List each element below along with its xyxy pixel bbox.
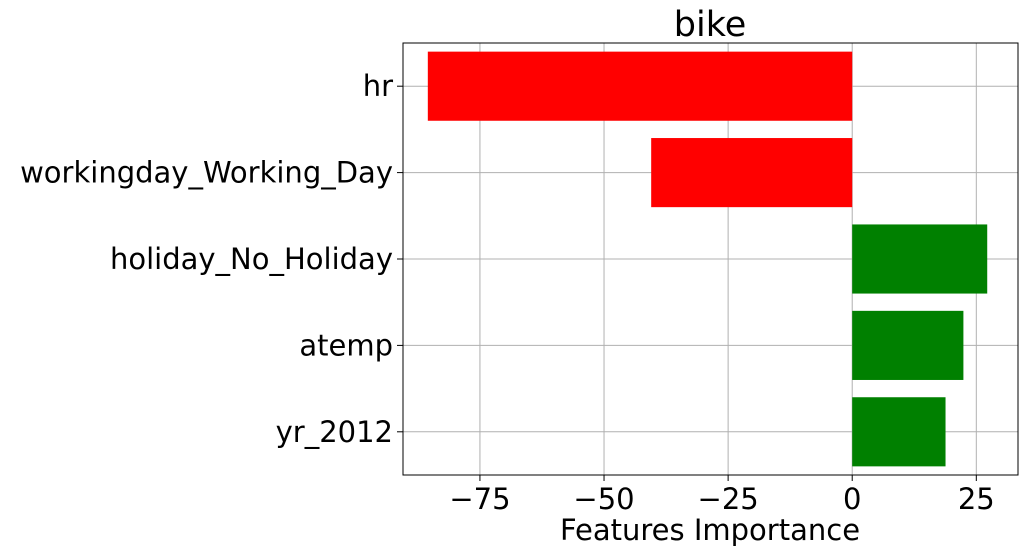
y-tick-label: holiday_No_Holiday (110, 242, 393, 276)
bar-atemp (852, 310, 964, 380)
bar-hr (427, 51, 853, 121)
x-axis-label: Features Importance (560, 513, 860, 547)
y-tick-label: yr_2012 (276, 415, 393, 449)
x-tick-label: −50 (573, 482, 634, 516)
bar-yr-2012 (852, 397, 946, 467)
plot-frame (402, 42, 1019, 476)
ticks: −75 −50 −25 0 25 hr workingday_Working_Dayholi… (20, 69, 995, 516)
y-tick-label: atemp (299, 328, 393, 362)
y-tick-label: workingday_Working_Day (20, 156, 393, 190)
y-tick-label: hr (363, 69, 393, 103)
bar-workingday-working-day (651, 138, 853, 208)
x-tick-label: 25 (958, 482, 995, 516)
x-tick-label: −75 (449, 482, 510, 516)
bars (427, 51, 988, 467)
x-tick-label: 0 (843, 482, 861, 516)
bar-holiday-no-holiday (852, 224, 988, 294)
x-tick-label: −25 (698, 482, 759, 516)
chart-title: bike (674, 5, 747, 45)
